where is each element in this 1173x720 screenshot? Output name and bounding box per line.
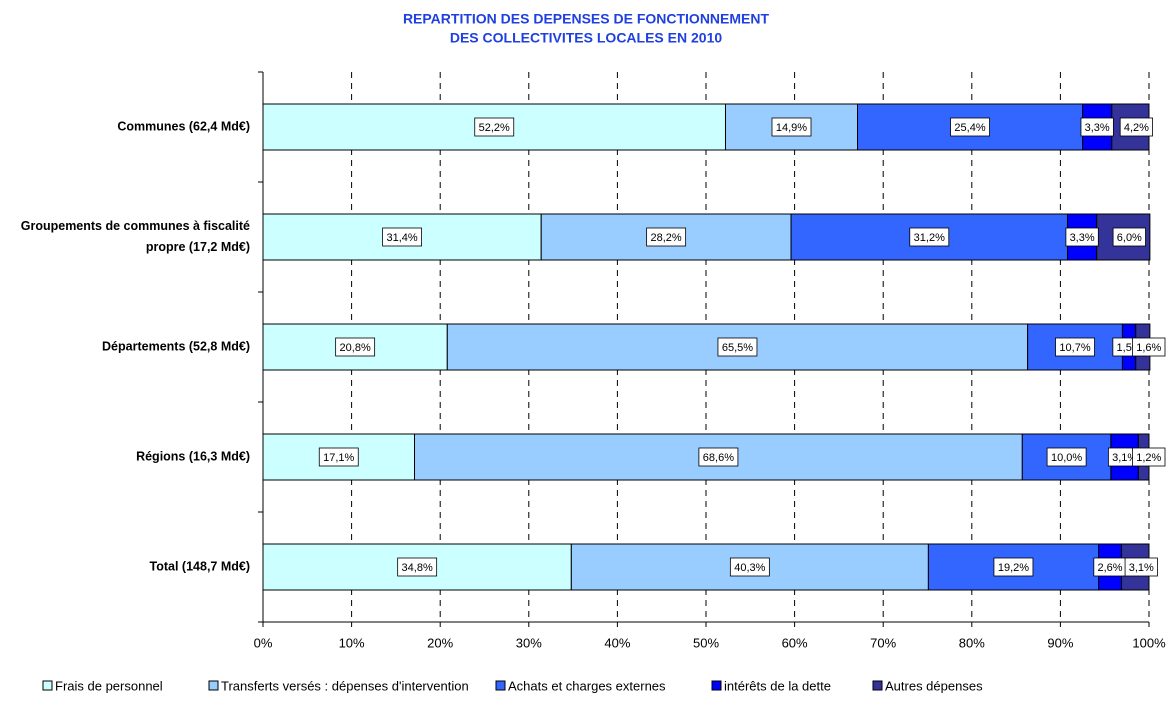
data-label-box bbox=[397, 557, 438, 577]
legend-label: Transferts versés : dépenses d'intervent… bbox=[221, 678, 469, 693]
data-label-box bbox=[474, 117, 515, 137]
legend-label: Achats et charges externes bbox=[508, 678, 666, 693]
data-label: 17,1% bbox=[323, 452, 354, 464]
legend-swatch bbox=[42, 680, 53, 691]
x-tick-label: 80% bbox=[959, 635, 985, 650]
y-tick-label: Régions (16,3 Md€) bbox=[136, 449, 250, 464]
data-label: 68,6% bbox=[703, 452, 734, 464]
data-label: 28,2% bbox=[651, 232, 682, 244]
data-label-box bbox=[1046, 447, 1087, 467]
data-label: 3,1% bbox=[1112, 452, 1137, 464]
data-label: 19,2% bbox=[998, 562, 1029, 574]
data-label: 3,3% bbox=[1070, 232, 1095, 244]
data-label: 3,1% bbox=[1129, 562, 1154, 574]
data-label-box bbox=[993, 557, 1034, 577]
data-label: 4,2% bbox=[1124, 122, 1149, 134]
x-tick-label: 10% bbox=[339, 635, 365, 650]
x-tick-label: 40% bbox=[604, 635, 630, 650]
data-label-box bbox=[909, 227, 950, 247]
data-label: 1,2% bbox=[1136, 452, 1161, 464]
x-tick-label: 70% bbox=[870, 635, 896, 650]
legend-swatch bbox=[872, 680, 883, 691]
data-label-box bbox=[382, 227, 423, 247]
data-label-box bbox=[1080, 117, 1114, 137]
data-label-box bbox=[1132, 447, 1166, 467]
legend-swatch bbox=[495, 680, 506, 691]
data-label: 25,4% bbox=[954, 122, 985, 134]
data-label-box bbox=[318, 447, 359, 467]
data-label-box bbox=[646, 227, 687, 247]
x-tick-label: 30% bbox=[516, 635, 542, 650]
legend-swatch bbox=[208, 680, 219, 691]
legend-label: Frais de personnel bbox=[55, 678, 163, 693]
data-label-box bbox=[771, 117, 812, 137]
data-label-box bbox=[335, 337, 376, 357]
data-label-box bbox=[698, 447, 739, 467]
data-label-box bbox=[1132, 337, 1166, 357]
x-tick-label: 20% bbox=[427, 635, 453, 650]
data-label: 1,6% bbox=[1136, 342, 1161, 354]
data-label: 10,0% bbox=[1051, 452, 1082, 464]
y-tick-label: Groupements de communes à fiscalité prop… bbox=[20, 219, 250, 254]
y-tick-label: Total (148,7 Md€) bbox=[149, 559, 250, 574]
data-label-box bbox=[950, 117, 990, 137]
data-label: 40,3% bbox=[734, 562, 765, 574]
data-label: 31,2% bbox=[914, 232, 945, 244]
data-label: 20,8% bbox=[340, 342, 371, 354]
chart-title: DES COLLECTIVITES LOCALES EN 2010 bbox=[450, 30, 722, 46]
data-label: 34,8% bbox=[402, 562, 433, 574]
data-label: 52,2% bbox=[479, 122, 510, 134]
data-label: 3,3% bbox=[1085, 122, 1110, 134]
data-label: 2,6% bbox=[1097, 562, 1122, 574]
data-label-box bbox=[1112, 227, 1146, 247]
bar-segment bbox=[262, 543, 572, 591]
data-label-box bbox=[1124, 557, 1158, 577]
x-tick-label: 90% bbox=[1047, 635, 1073, 650]
data-label: 10,7% bbox=[1059, 342, 1090, 354]
data-label-box bbox=[729, 557, 770, 577]
data-label: 14,9% bbox=[776, 122, 807, 134]
x-tick-label: 100% bbox=[1132, 635, 1166, 650]
chart-title: REPARTITION DES DEPENSES DE FONCTIONNEME… bbox=[403, 11, 770, 27]
x-tick-label: 60% bbox=[782, 635, 808, 650]
data-label-box bbox=[1065, 227, 1099, 247]
x-tick-label: 0% bbox=[254, 635, 273, 650]
x-tick-label: 50% bbox=[693, 635, 719, 650]
data-label: 6,0% bbox=[1117, 232, 1142, 244]
data-label-box bbox=[717, 337, 758, 357]
legend-label: intérêts de la dette bbox=[724, 678, 831, 693]
legend-swatch bbox=[711, 680, 722, 691]
data-label: 31,4% bbox=[387, 232, 418, 244]
data-label-box bbox=[1055, 337, 1095, 357]
y-tick-label: Départements (52,8 Md€) bbox=[102, 339, 250, 354]
data-label: 65,5% bbox=[722, 342, 753, 354]
legend-label: Autres dépenses bbox=[885, 678, 983, 693]
data-label-box bbox=[1119, 117, 1153, 137]
y-tick-label: Communes (62,4 Md€) bbox=[117, 119, 250, 134]
